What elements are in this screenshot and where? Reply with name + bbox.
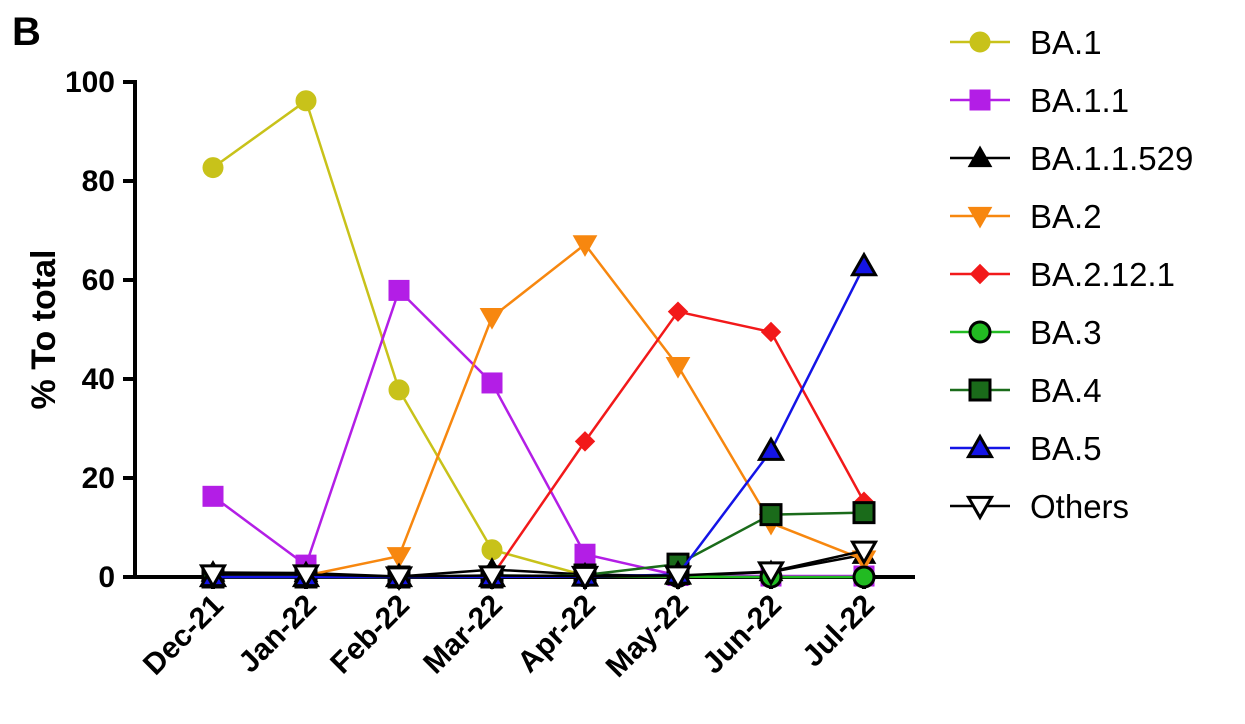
data-point-others (756, 561, 786, 587)
legend-label: BA.1.1 (1030, 82, 1129, 119)
data-point-others (291, 564, 321, 590)
legend-entry-ba-4: BA.4 (950, 372, 1102, 409)
data-point-ba-2 (572, 235, 598, 257)
y-tick-label: 20 (82, 462, 115, 495)
legend-entry-ba-5: BA.5 (950, 430, 1102, 467)
legend-entry-ba-2-12-1: BA.2.12.1 (950, 256, 1175, 293)
series-ba-2 (200, 235, 877, 589)
legend: BA.1 BA.1.1 BA.1.1.529 BA.2 BA.2.12.1 BA.3 BA.… (950, 24, 1193, 525)
data-point-ba-2 (665, 357, 691, 379)
x-tick-label: Feb-22 (324, 589, 416, 681)
data-point-ba-1-1 (481, 372, 503, 394)
series-line-ba-5 (213, 265, 866, 579)
legend-marker (965, 433, 995, 459)
data-point-ba-2-12-1 (760, 321, 782, 343)
data-point-ba-2-12-1 (574, 431, 596, 452)
data-point-others (570, 565, 600, 591)
data-point-ba-1-1 (574, 543, 596, 565)
y-tick-label: 60 (82, 264, 115, 297)
legend-marker (965, 495, 995, 521)
legend-entry-others: Others (950, 488, 1129, 525)
data-point-ba-1-1 (202, 485, 224, 507)
legend-marker (967, 206, 993, 229)
data-point-ba-2 (386, 547, 412, 569)
data-point-others (663, 565, 693, 591)
x-tick-label: May-22 (600, 589, 695, 684)
data-point-ba-1 (481, 539, 503, 561)
legend-entry-ba-3: BA.3 (950, 314, 1102, 351)
legend-label: Others (1030, 488, 1129, 525)
legend-label: BA.1.1.529 (1030, 140, 1193, 177)
data-point-ba-2 (479, 308, 505, 330)
data-point-ba-4 (759, 503, 783, 527)
legend-label: BA.1 (1030, 24, 1102, 61)
data-point-ba-1 (388, 379, 410, 401)
legend-label: BA.4 (1030, 372, 1102, 409)
x-tick-label: Jun-22 (696, 589, 788, 681)
data-point-ba-5 (849, 251, 879, 277)
series-layer (198, 90, 879, 592)
panel-label: B (12, 10, 41, 54)
legend-label: BA.3 (1030, 314, 1102, 351)
data-point-others (198, 564, 228, 590)
legend-marker (969, 89, 991, 111)
y-tick-label: 40 (82, 363, 115, 396)
legend-entry-ba-1-1: BA.1.1 (950, 82, 1129, 119)
data-point-others (849, 540, 879, 566)
legend-entry-ba-2: BA.2 (950, 198, 1102, 235)
x-tick-label: Mar-22 (417, 589, 509, 681)
y-tick-label: 100 (65, 66, 115, 99)
series-line-ba-2 (212, 243, 865, 578)
data-point-ba-1 (295, 90, 317, 112)
x-tick-label: Dec-21 (137, 589, 230, 682)
data-point-ba-4 (852, 501, 876, 525)
x-tick-label: Jul-22 (796, 589, 881, 674)
legend-label: BA.2 (1030, 198, 1102, 235)
x-tick-label: Apr-22 (511, 589, 602, 680)
y-axis-title: % To total (25, 250, 63, 410)
legend-marker (969, 263, 991, 285)
legend-label: BA.5 (1030, 430, 1102, 467)
data-point-ba-1-1 (388, 279, 410, 301)
series-ba-5 (198, 251, 879, 588)
legend-entry-ba-1-1-529: BA.1.1.529 (950, 140, 1193, 177)
series-line-ba-2-12-1 (213, 310, 866, 579)
legend-marker (968, 320, 992, 344)
data-point-others (384, 566, 414, 592)
y-tick-label: 80 (82, 165, 115, 198)
y-tick-label: 0 (98, 561, 115, 594)
series-others (198, 540, 879, 592)
data-point-ba-5 (756, 436, 786, 461)
data-point-others (477, 565, 507, 591)
data-point-ba-3 (852, 565, 876, 589)
x-tick-label: Jan-22 (232, 589, 323, 680)
data-point-ba-1 (202, 157, 224, 179)
series-line-others (213, 549, 865, 578)
data-point-ba-2-12-1 (667, 301, 689, 322)
legend-label: BA.2.12.1 (1030, 256, 1175, 293)
legend-entry-ba-1: BA.1 (950, 24, 1102, 61)
legend-marker (968, 378, 992, 402)
legend-marker (969, 31, 991, 53)
legend-marker (967, 145, 993, 168)
